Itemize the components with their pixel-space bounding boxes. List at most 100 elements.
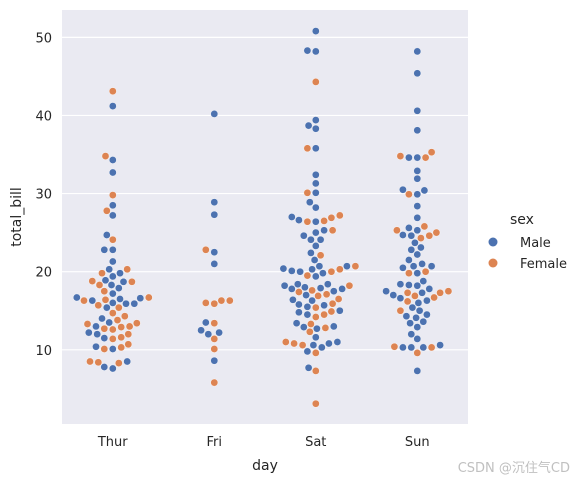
data-point-female — [327, 213, 336, 222]
data-point-female — [311, 313, 320, 321]
data-point-male — [308, 296, 316, 305]
data-point-male — [407, 231, 416, 240]
data-point-female — [320, 217, 328, 225]
data-point-female — [100, 287, 109, 296]
data-point-male — [420, 186, 429, 195]
data-point-male — [408, 303, 417, 312]
data-point-male — [413, 174, 422, 183]
data-point-male — [413, 126, 422, 135]
data-point-male — [311, 228, 320, 237]
data-point-female — [124, 330, 133, 339]
data-point-female — [109, 87, 117, 95]
data-point-male — [101, 276, 110, 285]
data-point-male — [210, 110, 219, 118]
legend: sex Male Female — [488, 212, 567, 272]
data-point-male — [325, 339, 333, 348]
data-point-male — [399, 231, 407, 239]
data-point-male — [313, 324, 321, 333]
data-point-male — [319, 269, 327, 278]
data-point-male — [109, 289, 117, 298]
data-point-female — [345, 281, 354, 290]
data-point-male — [311, 333, 320, 342]
data-point-male — [302, 291, 310, 299]
data-point-male — [405, 256, 413, 264]
data-point-female — [124, 340, 133, 349]
data-point-male — [399, 343, 407, 352]
data-point-male — [201, 318, 210, 327]
data-point-male — [92, 322, 100, 331]
data-point-male — [413, 367, 422, 375]
data-point-male — [413, 281, 422, 290]
data-point-female — [210, 378, 219, 387]
data-point-male — [399, 185, 407, 194]
data-point-male — [413, 213, 422, 222]
data-point-male — [316, 284, 325, 292]
data-point-female — [307, 320, 315, 328]
y-axis-label: total_bill — [9, 187, 25, 247]
data-point-male — [303, 310, 312, 319]
data-point-female — [425, 231, 434, 240]
data-point-male — [107, 281, 116, 289]
data-point-female — [98, 269, 106, 278]
legend-marker-male — [488, 237, 498, 247]
data-point-female — [295, 288, 303, 296]
data-point-male — [409, 262, 418, 271]
data-point-male — [204, 330, 213, 339]
data-point-female — [225, 296, 234, 305]
data-point-female — [316, 251, 325, 260]
data-point-female — [144, 293, 153, 302]
data-point-male — [407, 343, 416, 352]
data-point-female — [303, 217, 312, 226]
data-point-male — [119, 277, 128, 286]
data-point-female — [413, 349, 422, 357]
data-point-female — [403, 297, 412, 306]
data-point-female — [335, 211, 344, 220]
data-point-female — [405, 269, 413, 278]
data-point-male — [320, 301, 328, 310]
data-point-male — [100, 363, 109, 371]
data-point-male — [123, 357, 131, 366]
data-point-male — [413, 47, 422, 56]
data-point-female — [109, 335, 117, 343]
data-point-male — [413, 202, 422, 210]
data-point-male — [311, 47, 320, 56]
data-point-female — [421, 267, 430, 276]
data-point-male — [105, 265, 113, 274]
data-point-male — [122, 299, 130, 308]
data-point-female — [328, 226, 337, 235]
data-point-male — [417, 243, 425, 252]
data-point-male — [299, 323, 308, 331]
data-point-male — [210, 210, 219, 219]
data-point-female — [403, 288, 412, 297]
data-point-female — [393, 226, 401, 235]
data-point-male — [413, 250, 422, 259]
data-point-female — [430, 293, 438, 302]
data-point-male — [407, 330, 416, 339]
data-point-male — [293, 280, 302, 289]
data-point-male — [317, 343, 326, 352]
data-point-female — [100, 324, 109, 333]
data-point-male — [310, 256, 319, 264]
data-point-male — [311, 188, 320, 197]
data-point-female — [311, 303, 320, 312]
data-point-female — [80, 296, 88, 305]
data-point-female — [427, 148, 436, 156]
data-point-male — [419, 343, 428, 352]
data-point-male — [413, 107, 422, 115]
data-point-female — [328, 299, 337, 308]
y-tick-label: 10 — [35, 344, 52, 359]
data-point-female — [210, 299, 219, 308]
data-point-male — [413, 153, 422, 162]
data-point-male — [304, 121, 313, 130]
y-tick-label: 20 — [35, 266, 52, 281]
data-point-male — [109, 299, 117, 307]
data-point-male — [287, 213, 296, 221]
data-point-male — [423, 296, 431, 305]
data-point-female — [396, 306, 405, 315]
data-point-male — [88, 296, 97, 305]
data-point-male — [210, 198, 219, 206]
data-point-female — [94, 301, 103, 310]
data-point-male — [210, 260, 219, 268]
data-point-male — [335, 306, 344, 315]
data-point-male — [413, 269, 422, 278]
